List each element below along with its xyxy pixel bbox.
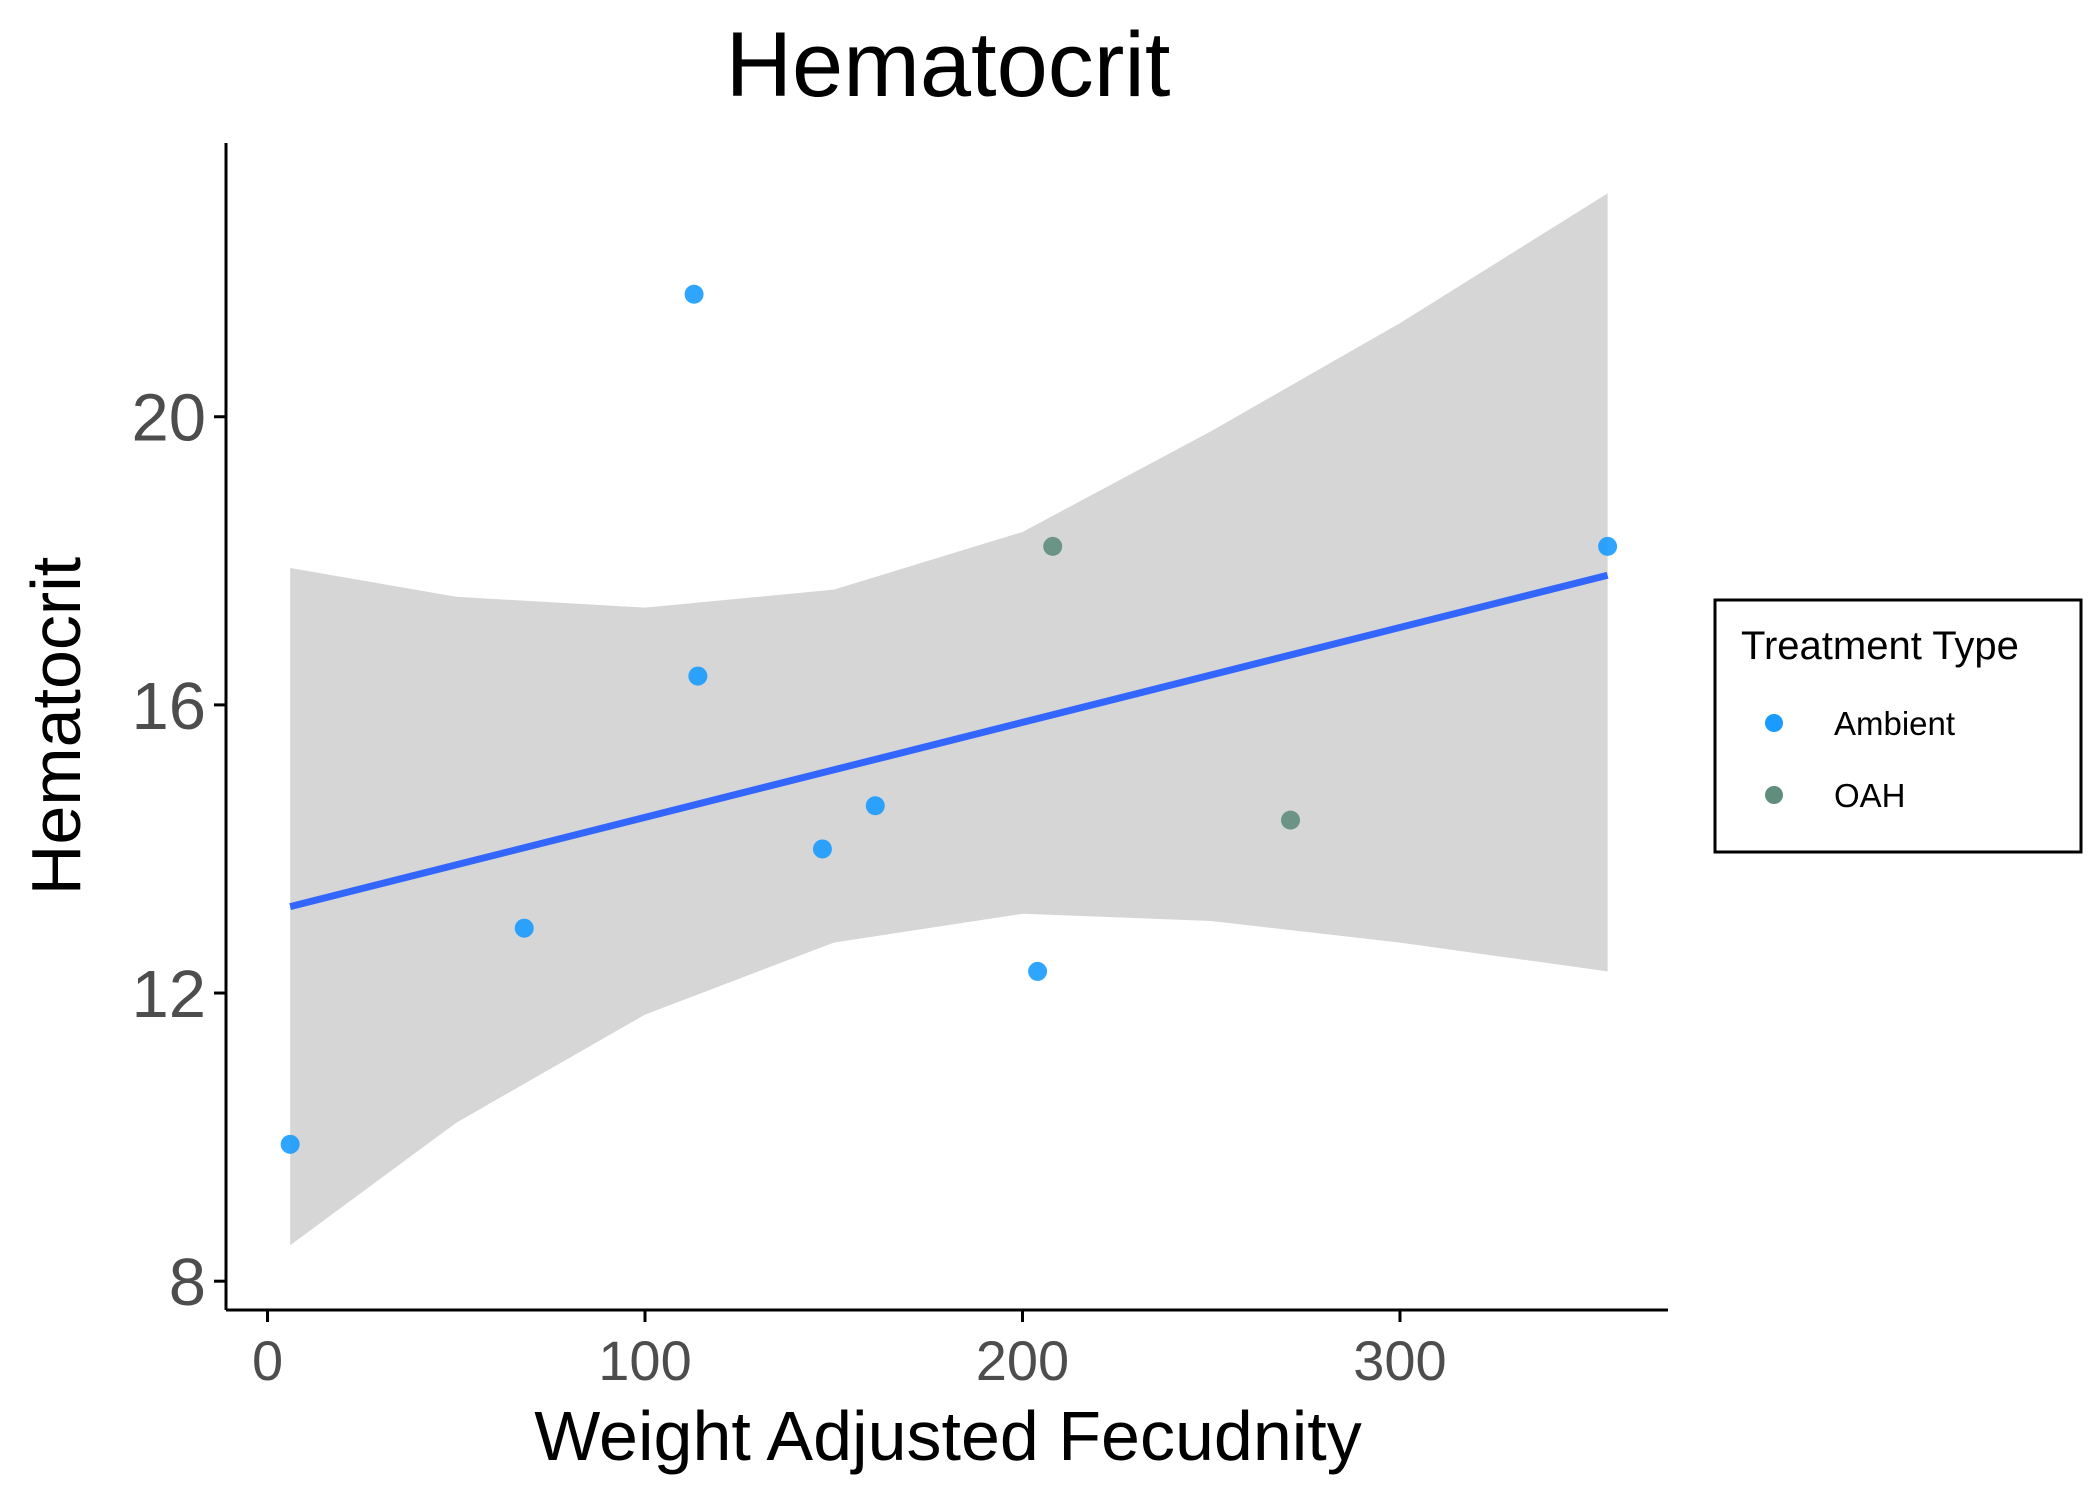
x-tick-label: 0 (252, 1329, 283, 1392)
data-point-ambient (1598, 536, 1618, 556)
data-point-ambient (1028, 961, 1048, 981)
x-tick-label: 200 (976, 1329, 1069, 1392)
plot-area (280, 193, 1618, 1246)
data-point-ambient (684, 284, 704, 304)
y-tick-label: 8 (169, 1245, 206, 1320)
legend-title: Treatment Type (1741, 624, 2019, 668)
data-point-oah (1043, 536, 1063, 556)
y-tick-label: 12 (131, 957, 206, 1032)
data-point-ambient (280, 1134, 300, 1154)
legend-marker-ambient (1765, 714, 1783, 732)
trend-line (289, 571, 1609, 910)
x-axis-title: Weight Adjusted Fecudnity (534, 1397, 1362, 1475)
data-point-oah (1281, 810, 1301, 830)
data-point-ambient (812, 839, 832, 859)
chart-title: Hematocrit (726, 14, 1171, 116)
x-tick-label: 100 (598, 1329, 691, 1392)
confidence-band (290, 193, 1608, 1246)
legend-label-oah: OAH (1834, 777, 1906, 814)
legend: Treatment Type Ambient OAH (1713, 598, 2083, 854)
y-tick-label: 16 (131, 669, 206, 744)
x-tick-label: 300 (1353, 1329, 1446, 1392)
data-point-ambient (865, 796, 885, 816)
data-point-ambient (514, 918, 534, 938)
y-tick-label: 20 (131, 381, 206, 456)
legend-label-ambient: Ambient (1834, 705, 1955, 742)
y-axis-title: Hematocrit (17, 557, 95, 895)
legend-marker-oah (1765, 786, 1783, 804)
data-point-ambient (688, 666, 708, 686)
